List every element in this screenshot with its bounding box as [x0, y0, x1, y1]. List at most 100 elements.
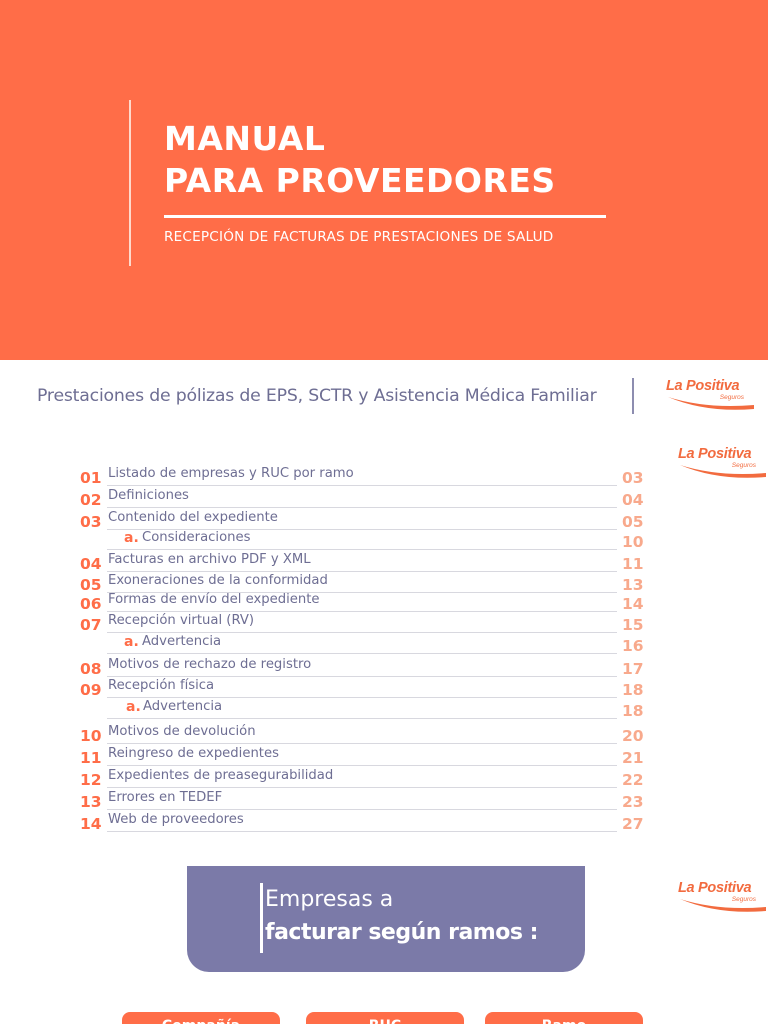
la-positiva-logo: La Positiva Seguros [678, 446, 768, 486]
toc-item[interactable]: 06 Formas de envío del expediente 14 [0, 592, 768, 614]
toc-item[interactable]: 02 Definiciones 04 [0, 488, 768, 510]
toc-label: Motivos de devolución [108, 724, 256, 739]
cover-subtitle: RECEPCIÓN DE FACTURAS DE PRESTACIONES DE… [164, 229, 554, 245]
toc-number: 06 [80, 595, 102, 613]
toc-page: 17 [622, 660, 644, 678]
toc-item[interactable]: 12 Expedientes de preasegurabilidad 22 [0, 768, 768, 790]
toc-divider [107, 676, 617, 677]
toc-item[interactable]: 09 Recepción física 18 [0, 678, 768, 700]
toc-label: Formas de envío del expediente [108, 592, 320, 607]
toc-page: 20 [622, 727, 644, 745]
toc-label: Contenido del expediente [108, 510, 278, 525]
toc-label: Advertencia [142, 634, 222, 649]
toc-number: 04 [80, 555, 102, 573]
banner-vertical-bar [260, 883, 263, 953]
toc-number: 03 [80, 513, 102, 531]
toc-page: 14 [622, 595, 644, 613]
cover-title: MANUAL PARA PROVEEDORES [164, 118, 556, 202]
toc-item[interactable]: 13 Errores en TEDEF 23 [0, 790, 768, 812]
toc-page: 15 [622, 616, 644, 634]
toc-divider [107, 529, 617, 530]
banner-line2: facturar según ramos : [265, 920, 538, 945]
la-positiva-logo: La Positiva Seguros [666, 378, 756, 418]
toc-divider [107, 592, 617, 593]
toc-number: 09 [80, 681, 102, 699]
logo-swoosh-icon [668, 397, 754, 410]
toc-page: 18 [622, 702, 644, 720]
toc-label: Recepción virtual (RV) [108, 613, 255, 628]
toc-item[interactable]: 03 Contenido del expediente 05 [0, 510, 768, 532]
logo-brand: La Positiva [678, 880, 752, 896]
toc-item[interactable]: 14 Web de proveedores 27 [0, 812, 768, 834]
toc-item[interactable]: 04 Facturas en archivo PDF y XML 11 [0, 552, 768, 574]
cover-header: MANUAL PARA PROVEEDORES RECEPCIÓN DE FAC… [0, 0, 768, 360]
toc-label: Consideraciones [142, 530, 251, 545]
logo-brand: La Positiva [666, 378, 740, 394]
toc-item[interactable]: 11 Reingreso de expedientes 21 [0, 746, 768, 768]
toc-number: 02 [80, 491, 102, 509]
toc-divider [107, 507, 617, 508]
toc-divider [107, 571, 617, 572]
cover-vertical-divider [129, 100, 131, 266]
toc-number: 05 [80, 576, 102, 594]
toc-divider [107, 611, 617, 612]
toc-number: 01 [80, 469, 102, 487]
toc-subitem[interactable]: a. Consideraciones 10 [0, 530, 768, 552]
logo-swoosh-icon [680, 899, 766, 912]
toc-label: Facturas en archivo PDF y XML [108, 552, 311, 567]
toc-item[interactable]: 10 Motivos de devolución 20 [0, 724, 768, 746]
toc-item[interactable]: 05 Exoneraciones de la conformidad 13 [0, 573, 768, 595]
toc-number: 12 [80, 771, 102, 789]
logo-swoosh-icon [680, 465, 766, 478]
section-banner: Empresas a facturar según ramos : [187, 866, 585, 972]
toc-sub-letter: a. [124, 530, 139, 546]
toc-label: Advertencia [143, 699, 223, 714]
toc-label: Motivos de rechazo de registro [108, 657, 312, 672]
cover-title-line1: MANUAL [164, 119, 326, 158]
toc-divider [107, 765, 617, 766]
toc-item[interactable]: 01 Listado de empresas y RUC por ramo 03 [0, 466, 768, 488]
banner-line1: Empresas a [265, 887, 394, 912]
toc-page: 03 [622, 469, 644, 487]
logo-tagline: Seguros [731, 896, 756, 903]
cover-title-line2: PARA PROVEEDORES [164, 161, 556, 200]
column-header-ramo: Ramo [485, 1012, 643, 1024]
toc-divider [107, 787, 617, 788]
toc-divider [107, 632, 617, 633]
toc-item[interactable]: 08 Motivos de rechazo de registro 17 [0, 657, 768, 679]
logo-tagline: Seguros [719, 394, 744, 401]
toc-subitem[interactable]: a. Advertencia 18 [0, 699, 768, 721]
toc-label: Errores en TEDEF [108, 790, 223, 805]
toc-page: 27 [622, 815, 644, 833]
toc-divider [107, 697, 617, 698]
column-header-compania: Compañía [122, 1012, 280, 1024]
policy-strip-text: Prestaciones de pólizas de EPS, SCTR y A… [37, 386, 597, 406]
toc-label: Recepción física [108, 678, 215, 693]
toc-number: 07 [80, 616, 102, 634]
toc-page: 04 [622, 491, 644, 509]
toc-page: 13 [622, 576, 644, 594]
toc-page: 10 [622, 533, 644, 551]
toc-divider [107, 653, 617, 654]
toc-page: 11 [622, 555, 644, 573]
toc-number: 10 [80, 727, 102, 745]
toc-page: 21 [622, 749, 644, 767]
toc-sub-letter: a. [126, 699, 141, 715]
toc-number: 13 [80, 793, 102, 811]
toc-page: 16 [622, 637, 644, 655]
toc-divider [107, 809, 617, 810]
toc-label: Web de proveedores [108, 812, 244, 827]
toc-divider [107, 718, 617, 719]
toc-label: Reingreso de expedientes [108, 746, 279, 761]
column-header-ruc: RUC [306, 1012, 464, 1024]
toc-page: 05 [622, 513, 644, 531]
toc-divider [107, 485, 617, 486]
toc-item[interactable]: 07 Recepción virtual (RV) 15 [0, 613, 768, 635]
toc-label: Definiciones [108, 488, 189, 503]
toc-divider [107, 549, 617, 550]
toc-number: 08 [80, 660, 102, 678]
toc-page: 18 [622, 681, 644, 699]
logo-tagline: Seguros [731, 462, 756, 469]
toc-subitem[interactable]: a. Advertencia 16 [0, 634, 768, 656]
toc-label: Expedientes de preasegurabilidad [108, 768, 334, 783]
